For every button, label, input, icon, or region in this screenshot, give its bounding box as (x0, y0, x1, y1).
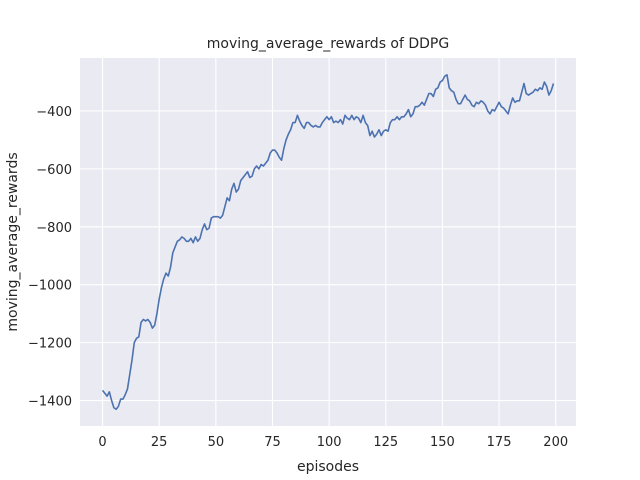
data-line (101, 73, 555, 411)
plot-area (80, 58, 576, 426)
chart-title: moving_average_rewards of DDPG (207, 36, 449, 52)
x-tick-label: 25 (151, 435, 168, 450)
y-axis-label: moving_average_rewards (5, 152, 21, 331)
x-tick-label: 50 (208, 435, 225, 450)
y-tick-label: −1200 (28, 337, 72, 352)
x-axis-label: episodes (297, 459, 359, 475)
y-tick-label: −600 (36, 163, 72, 178)
x-tick-label: 150 (430, 435, 455, 450)
y-tick-label: −1000 (28, 279, 72, 294)
x-tick-label: 200 (543, 435, 568, 450)
x-tick-label: 0 (98, 435, 106, 450)
x-tick-label: 125 (373, 435, 398, 450)
x-tick-label: 100 (317, 435, 342, 450)
x-tick-label: 75 (264, 435, 281, 450)
y-tick-label: −400 (36, 105, 72, 120)
x-tick-label: 175 (487, 435, 512, 450)
y-tick-label: −1400 (28, 395, 72, 410)
y-tick-label: −800 (36, 221, 72, 236)
